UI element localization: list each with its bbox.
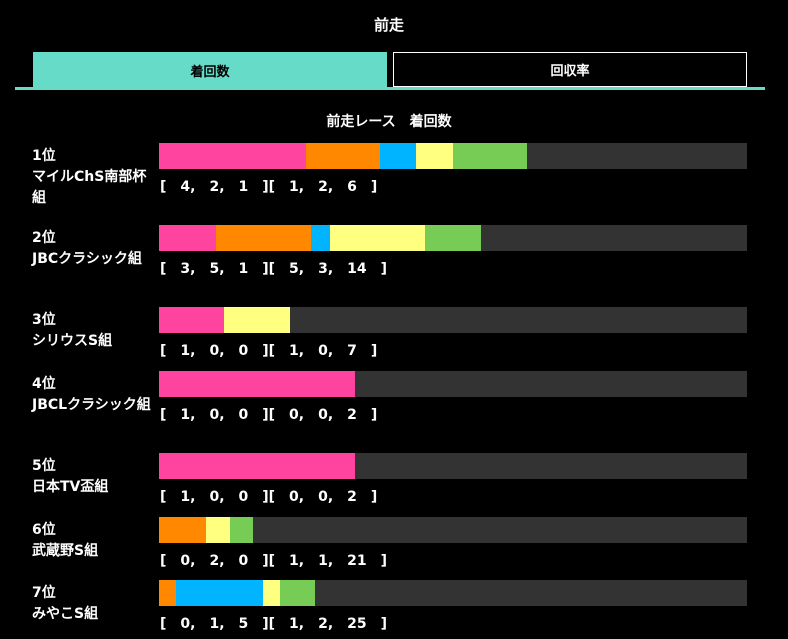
group-label: 5位 日本TV盃組 xyxy=(32,458,109,495)
section-title: 前走レース 着回数 xyxy=(326,114,452,130)
bar-segment-fifth xyxy=(424,225,482,251)
count-breakdown: [ 1, 0, 0 ][ 1, 0, 7 ] xyxy=(160,343,378,359)
count-breakdown: [ 4, 2, 1 ][ 1, 2, 6 ] xyxy=(160,179,378,195)
bar-segment-second xyxy=(159,580,177,606)
stacked-bar xyxy=(159,225,747,251)
bar-segment-fourth xyxy=(262,580,281,606)
bar-segment-second xyxy=(159,517,207,543)
tab-bar: 着回数 回収率 xyxy=(33,52,747,88)
bar-segment-first xyxy=(159,225,216,251)
count-breakdown: [ 3, 5, 1 ][ 5, 3, 14 ] xyxy=(160,261,388,277)
count-breakdown: [ 0, 2, 0 ][ 1, 1, 21 ] xyxy=(160,553,388,569)
count-breakdown: [ 1, 0, 0 ][ 0, 0, 2 ] xyxy=(160,489,378,505)
bar-segment-first xyxy=(159,371,355,397)
bar-segment-first xyxy=(159,143,306,169)
stacked-bar xyxy=(159,371,747,397)
bar-segment-second xyxy=(306,143,380,169)
tab-finish-counts[interactable]: 着回数 xyxy=(33,52,387,88)
tab-return-rate[interactable]: 回収率 xyxy=(393,52,747,87)
bar-segment-first xyxy=(159,453,355,479)
bar-segment-second xyxy=(215,225,311,251)
bar-segment-third xyxy=(379,143,417,169)
stacked-bar xyxy=(159,143,747,169)
bar-segment-fifth xyxy=(229,517,254,543)
page-title: 前走 xyxy=(373,16,404,34)
group-label: 4位 JBCLクラシック組 xyxy=(32,376,151,413)
bar-segment-fourth xyxy=(416,143,453,169)
group-label: 7位 みやこS組 xyxy=(32,585,99,622)
tab-underline xyxy=(15,87,765,90)
bar-segment-fifth xyxy=(280,580,315,606)
bar-segment-third xyxy=(310,225,330,251)
count-breakdown: [ 0, 1, 5 ][ 1, 2, 25 ] xyxy=(160,616,388,632)
bar-segment-fourth xyxy=(224,307,290,333)
bar-segment-fourth xyxy=(206,517,230,543)
bar-segment-fifth xyxy=(453,143,527,169)
stacked-bar xyxy=(159,307,747,333)
count-breakdown: [ 1, 0, 0 ][ 0, 0, 2 ] xyxy=(160,407,378,423)
group-label: 3位 シリウスS組 xyxy=(32,312,113,349)
group-label: 1位 マイルChS南部杯組 xyxy=(32,148,147,206)
stacked-bar xyxy=(159,453,747,479)
bar-segment-first xyxy=(159,307,225,333)
bar-segment-third xyxy=(176,580,263,606)
group-label: 2位 JBCクラシック組 xyxy=(32,230,142,267)
stacked-bar xyxy=(159,580,747,606)
stacked-bar xyxy=(159,517,747,543)
group-label: 6位 武蔵野S組 xyxy=(32,522,99,559)
bar-segment-fourth xyxy=(329,225,425,251)
